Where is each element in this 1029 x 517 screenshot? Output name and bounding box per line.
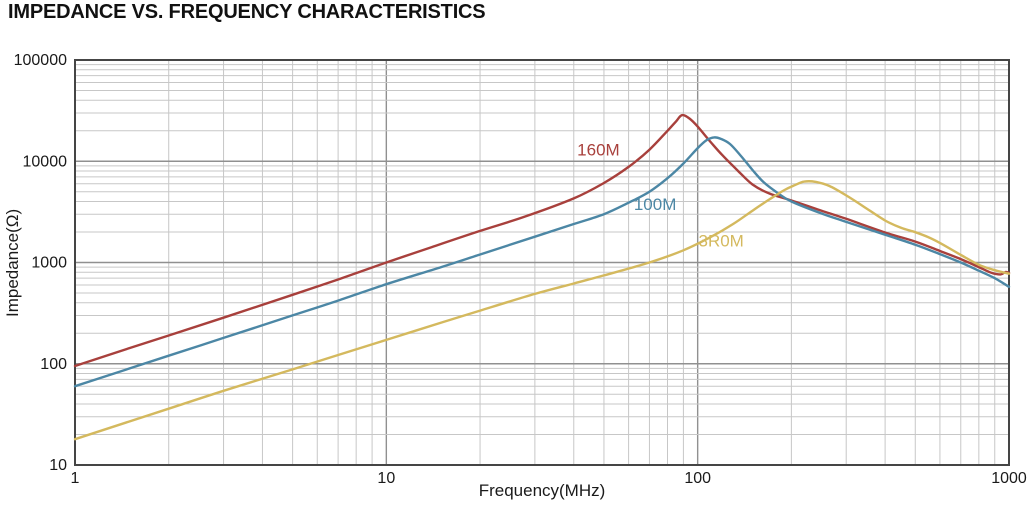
series-line-160M	[73, 113, 1011, 368]
series-label-100M: 100M	[634, 195, 677, 214]
x-tick-label: 100	[684, 470, 711, 487]
chart-title: IMPEDANCE VS. FREQUENCY CHARACTERISTICS	[8, 1, 486, 23]
y-tick-label: 10	[49, 457, 67, 474]
y-tick-label: 1000	[31, 255, 67, 272]
series-line-3R0M	[73, 180, 1011, 441]
plot-frame	[74, 59, 1010, 466]
y-tick-label: 100000	[14, 52, 67, 69]
series-label-3R0M: 3R0M	[699, 231, 744, 250]
x-tick-label: 1	[71, 470, 80, 487]
y-tick-label: 100	[40, 356, 67, 373]
x-tick-label: 10	[377, 470, 395, 487]
series-line-100M	[73, 136, 1011, 388]
series-label-160M: 160M	[577, 141, 620, 160]
y-tick-label: 10000	[23, 153, 68, 170]
x-tick-label: 1000	[991, 470, 1027, 487]
x-axis-title: Frequency(MHz)	[478, 481, 606, 500]
